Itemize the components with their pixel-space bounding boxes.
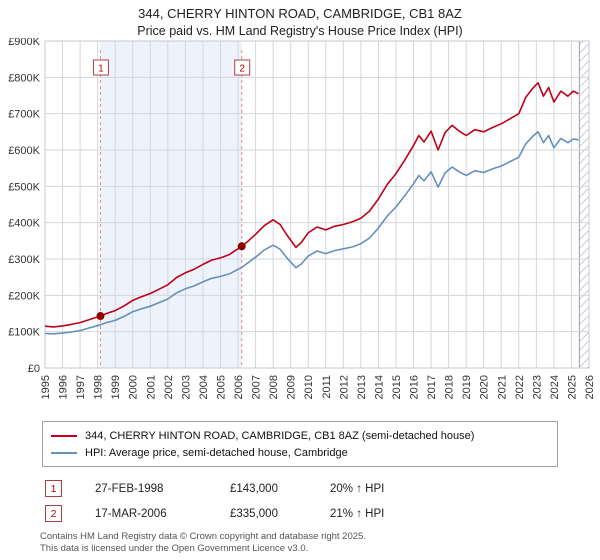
x-tick-label: 2026 — [584, 375, 596, 399]
transactions-list: 1 27-FEB-1998 £143,000 20% ↑ HPI 2 17-MA… — [0, 476, 600, 526]
x-tick-label: 2013 — [356, 375, 368, 399]
x-tick-label: 1995 — [40, 375, 52, 399]
future-hatch-region — [579, 41, 589, 368]
page-title: 344, CHERRY HINTON ROAD, CAMBRIDGE, CB1 … — [138, 6, 462, 21]
x-tick-label: 2025 — [566, 375, 578, 399]
x-tick-label: 2023 — [531, 375, 543, 399]
x-tick-label: 2015 — [391, 375, 403, 399]
sale-flag-box — [234, 59, 251, 76]
y-tick-label: £200K — [8, 290, 40, 302]
copyright-line: Contains HM Land Registry data © Crown c… — [40, 531, 366, 542]
x-tick-label: 2007 — [251, 375, 263, 399]
price-history-chart: 1995 1996 1997 1998 1999 2000 2001 2002 2003 2004… — [8, 36, 596, 399]
legend-label-hpi: HPI: Average price, semi-detached house,… — [85, 446, 348, 459]
y-tick-label: £700K — [8, 109, 40, 121]
x-tick-label: 2016 — [409, 375, 421, 399]
y-tick-label: £800K — [8, 72, 40, 84]
x-tick-label: 2011 — [321, 375, 333, 399]
transaction-1-hpi-delta: 20% ↑ HPI — [330, 482, 385, 495]
transaction-1-price: £143,000 — [230, 482, 278, 495]
x-tick-label: 1999 — [110, 375, 122, 399]
sale-flag-box — [92, 59, 109, 76]
x-tick-label: 2017 — [426, 375, 438, 399]
x-tick-label: 2002 — [163, 375, 175, 399]
legend-label-property: 344, CHERRY HINTON ROAD, CAMBRIDGE, CB1 … — [85, 429, 475, 442]
y-tick-label: £0 — [28, 363, 40, 375]
x-tick-label: 2001 — [145, 375, 157, 399]
x-tick-label: 1998 — [93, 375, 105, 399]
transaction-2-price: £335,000 — [230, 507, 278, 520]
hpi-line-swatch — [51, 451, 77, 454]
x-tick-label: 1997 — [75, 375, 87, 399]
legend-item-property: 344, CHERRY HINTON ROAD, CAMBRIDGE, CB1 … — [51, 427, 549, 444]
sale-flag-number: 2 — [239, 64, 245, 75]
y-tick-label: £300K — [8, 254, 40, 266]
y-tick-label: £400K — [8, 218, 40, 230]
property-line-swatch — [51, 434, 77, 437]
x-tick-label: 2009 — [286, 375, 298, 399]
chart-legend: 344, CHERRY HINTON ROAD, CAMBRIDGE, CB1 … — [42, 421, 558, 467]
property-price-line — [44, 81, 579, 328]
y-tick-label: £100K — [8, 327, 40, 339]
page-subtitle: Price paid vs. HM Land Registry's House … — [137, 24, 463, 38]
y-tick-label: £500K — [8, 181, 40, 193]
x-tick-label: 2012 — [338, 375, 350, 399]
x-tick-label: 2018 — [444, 375, 456, 399]
sale-point-marker — [237, 242, 246, 251]
x-tick-label: 2003 — [180, 375, 192, 399]
transaction-row-2: 2 17-MAR-2006 £335,000 21% ↑ HPI — [0, 501, 600, 526]
x-tick-label: 2006 — [233, 375, 245, 399]
transaction-1-marker: 1 — [45, 480, 62, 497]
transaction-2-marker: 2 — [45, 505, 62, 522]
x-tick-label: 2014 — [373, 375, 385, 399]
sale-flag-number: 1 — [98, 64, 104, 75]
x-tick-label: 2000 — [128, 375, 140, 399]
plot-border — [44, 40, 590, 369]
licence-line: This data is licensed under the Open Gov… — [40, 543, 309, 555]
x-tick-label: 2005 — [215, 375, 227, 399]
x-tick-label: 2024 — [549, 375, 561, 399]
x-tick-label: 2010 — [303, 375, 315, 399]
legend-item-hpi: HPI: Average price, semi-detached house,… — [51, 444, 549, 461]
transaction-row-1: 1 27-FEB-1998 £143,000 20% ↑ HPI — [0, 476, 600, 501]
footer: Contains HM Land Registry data © Crown c… — [0, 531, 600, 556]
transaction-2-date: 17-MAR-2006 — [95, 507, 167, 520]
sale-point-marker — [96, 312, 105, 321]
x-tick-label: 2021 — [496, 375, 508, 399]
x-tick-label: 1996 — [58, 375, 70, 399]
transaction-1-date: 27-FEB-1998 — [95, 482, 164, 495]
between-sales-shade — [100, 41, 242, 368]
x-tick-label: 2020 — [479, 375, 491, 399]
hpi-line — [44, 131, 579, 335]
x-tick-label: 2022 — [514, 375, 526, 399]
x-tick-label: 2019 — [461, 375, 473, 399]
x-tick-label: 2008 — [268, 375, 280, 399]
y-tick-label: £600K — [8, 145, 40, 157]
transaction-2-hpi-delta: 21% ↑ HPI — [330, 507, 385, 520]
y-tick-label: £900K — [8, 38, 40, 48]
x-tick-label: 2004 — [198, 375, 210, 399]
